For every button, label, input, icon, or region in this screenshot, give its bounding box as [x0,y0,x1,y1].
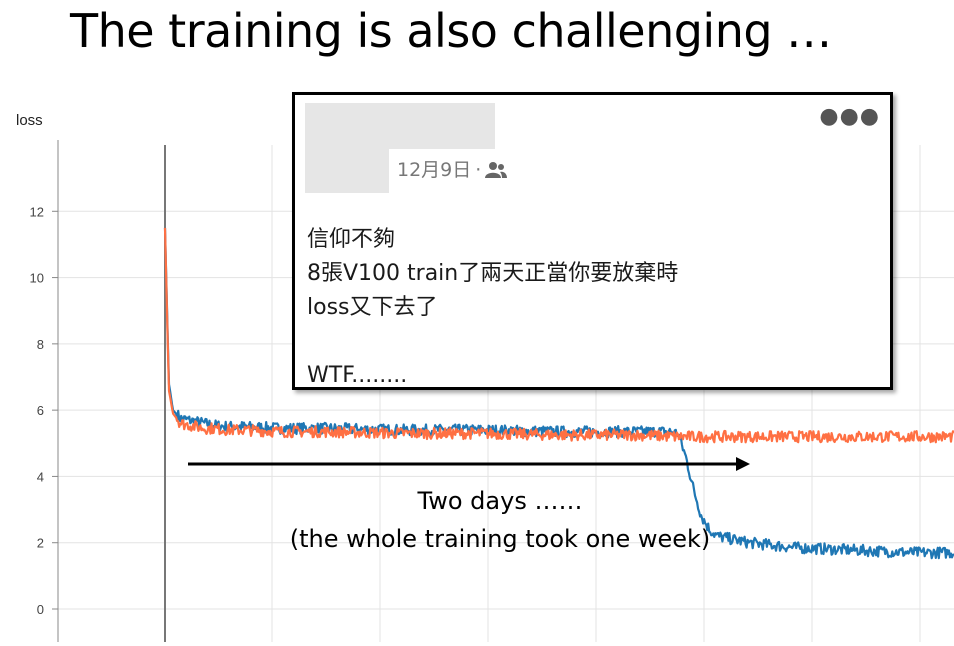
y-tick-labels: 0 2 4 6 8 10 12 [30,204,44,617]
y-tick-label: 2 [37,536,44,551]
post-line [307,325,678,359]
y-tick-label: 0 [37,602,44,617]
series-layer [163,227,954,560]
name-placeholder [389,103,495,149]
post-line: 8張V100 train了兩天正當你要放棄時 [307,261,679,286]
post-line: WTF........ [307,363,408,388]
annotation-line-1: Two days …… [417,487,583,515]
y-tick-label: 4 [37,469,44,484]
social-post-card: 12月9日 · ●●● 信仰不夠 8張V100 train了兩天正當你要放棄時 l… [292,92,893,390]
meta-separator: · [475,159,482,181]
chart-title: loss [16,112,43,129]
friends-icon [485,161,508,184]
y-tick-label: 10 [30,271,44,286]
series-line-orange [163,227,954,444]
annotation-line-2: (the whole training took one week) [289,525,711,553]
post-body: 信仰不夠 8張V100 train了兩天正當你要放棄時 loss又下去了 WTF… [307,223,678,393]
annotation-text: Two days …… (the whole training took one… [270,482,730,558]
post-line: 信仰不夠 [307,227,396,252]
avatar-placeholder [305,103,389,193]
post-line: loss又下去了 [307,295,438,320]
post-meta: 12月9日 · [397,155,508,184]
post-date[interactable]: 12月9日 [397,159,472,181]
more-options-icon[interactable]: ●●● [819,104,880,129]
y-tick-label: 6 [37,403,44,418]
y-tick-label: 12 [30,204,44,219]
slide-title: The training is also challenging … [70,4,832,58]
y-tick-label: 8 [37,337,44,352]
